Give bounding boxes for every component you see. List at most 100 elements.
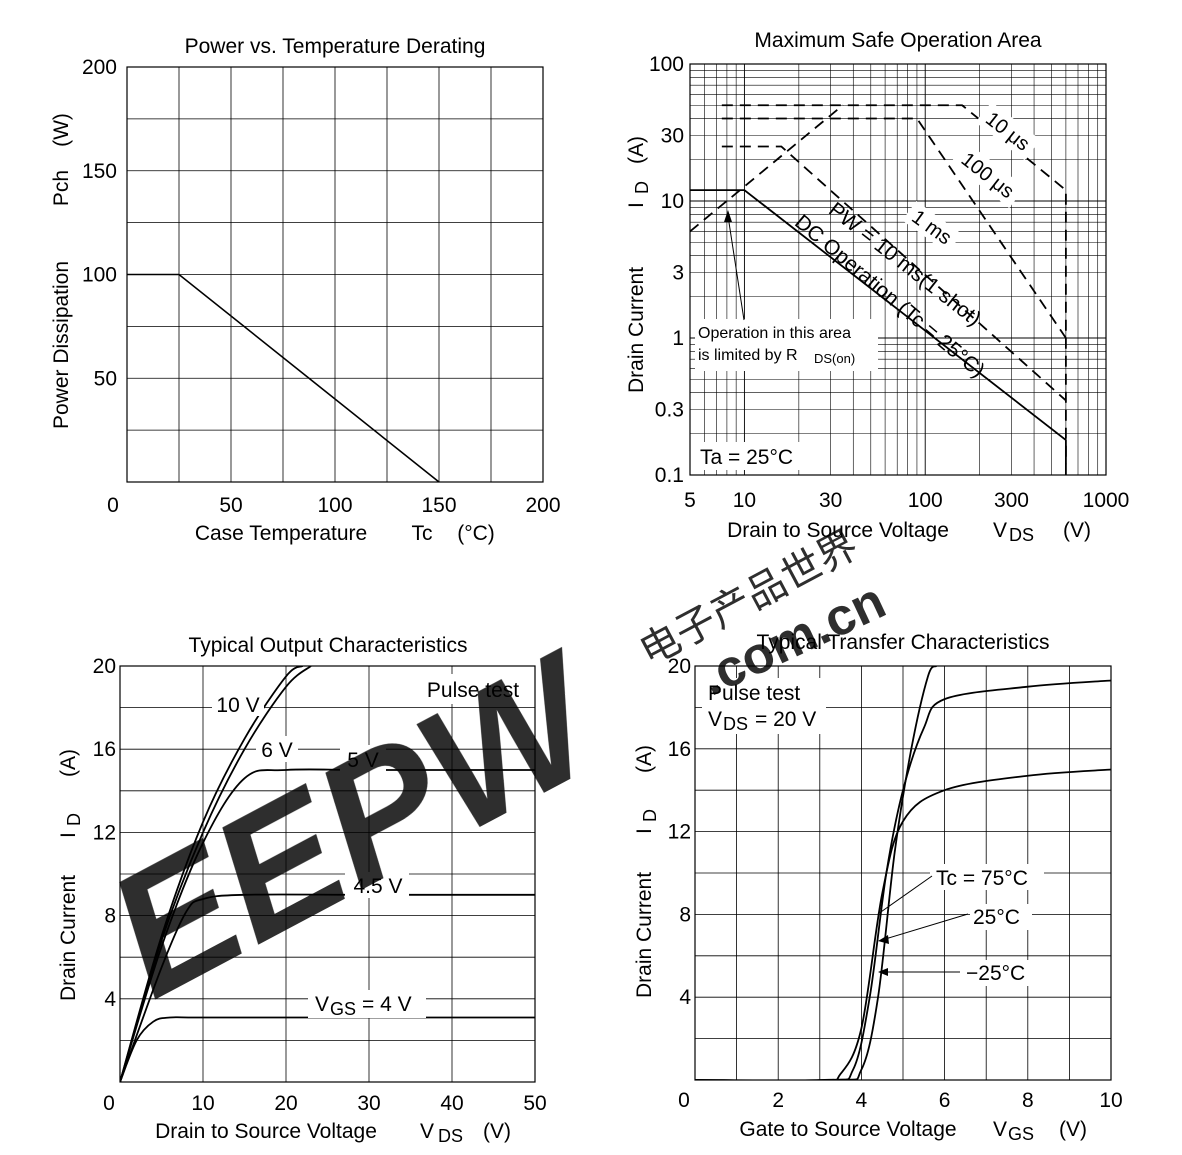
x-tick-label: 0 bbox=[107, 494, 119, 517]
transfer-curve bbox=[695, 666, 937, 1080]
y-axis-subscript: D bbox=[640, 809, 660, 822]
y-axis-unit: (A) bbox=[633, 745, 656, 773]
label-pointer bbox=[881, 913, 969, 941]
x-axis-label: Drain to Source Voltage bbox=[155, 1120, 377, 1143]
grid bbox=[695, 666, 1111, 1080]
y-axis-label: Drain Current bbox=[633, 872, 656, 998]
ta-label-bg bbox=[695, 442, 813, 470]
y-tick-label: 150 bbox=[82, 160, 117, 183]
pulse-test-note: Pulse test bbox=[427, 679, 519, 702]
x-tick-label: 1000 bbox=[1083, 489, 1130, 512]
curve-label-25c: 25°C bbox=[973, 906, 1020, 929]
y-axis-unit: (A) bbox=[625, 136, 648, 164]
y-axis-unit: (A) bbox=[57, 749, 80, 777]
ambient-temp-label: Ta = 25°C bbox=[700, 446, 793, 469]
chart-title: Typical Transfer Characteristics bbox=[757, 631, 1050, 654]
curve-label-75c: Tc = 75°C bbox=[936, 867, 1028, 890]
curve-label-vgs-symbol: V bbox=[315, 993, 329, 1016]
power-derating-chart: Power vs. Temperature Derating 0 50 100 150… bbox=[50, 35, 561, 545]
rds-note-line1: Operation in this area bbox=[698, 325, 851, 342]
x-tick-label: 30 bbox=[357, 1092, 380, 1115]
x-axis-symbol: V bbox=[993, 519, 1007, 542]
y-tick-label: 50 bbox=[94, 367, 117, 390]
y-tick-label: 10 bbox=[661, 190, 684, 213]
label-bg bbox=[902, 200, 962, 254]
y-axis-symbol: Pch bbox=[50, 170, 73, 206]
y-tick-label: 100 bbox=[82, 264, 117, 287]
y-tick-labels: 0.1 0.3 1 3 10 30 100 bbox=[649, 53, 684, 487]
vds-note-subscript: DS bbox=[723, 714, 748, 734]
label-bg bbox=[970, 904, 1032, 930]
x-tick-label: 100 bbox=[317, 494, 352, 517]
chart-title: Maximum Safe Operation Area bbox=[754, 29, 1041, 52]
soa-line bbox=[721, 145, 1067, 402]
label-bg bbox=[212, 690, 264, 716]
x-axis-symbol: V bbox=[420, 1120, 434, 1143]
y-tick-label: 20 bbox=[93, 655, 116, 678]
label-bg bbox=[256, 736, 298, 762]
rds-note-subscript: DS(on) bbox=[814, 351, 855, 366]
vds-note-symbol: V bbox=[708, 708, 722, 731]
log-grid bbox=[690, 64, 1106, 475]
y-axis-unit: (W) bbox=[50, 113, 73, 147]
curve-label-5v: 5 V bbox=[347, 749, 379, 772]
chart-title: Power vs. Temperature Derating bbox=[185, 35, 486, 58]
y-tick-label: 12 bbox=[93, 821, 116, 844]
y-tick-label: 3 bbox=[672, 262, 684, 285]
label-bg bbox=[345, 872, 409, 898]
y-tick-label: 4 bbox=[679, 986, 691, 1009]
curve-label-vgs-subscript: GS bbox=[330, 999, 356, 1019]
plot-frame bbox=[694, 665, 1112, 1081]
transfer-characteristics-chart: Typical Transfer Characteristics 0 2 4 6 8 10… bbox=[633, 631, 1123, 1144]
y-tick-labels: 4 8 12 16 20 bbox=[668, 655, 692, 1009]
x-tick-label: 40 bbox=[440, 1092, 463, 1115]
y-tick-label: 12 bbox=[668, 821, 691, 844]
rds-note-bg bbox=[695, 319, 878, 371]
curve-label-4-5v: 4.5 V bbox=[353, 875, 402, 898]
x-axis-symbol: V bbox=[993, 1118, 1007, 1141]
grid bbox=[127, 67, 543, 482]
y-axis-subscript: D bbox=[64, 813, 84, 826]
x-tick-label: 10 bbox=[191, 1092, 214, 1115]
y-axis-symbol: I bbox=[633, 828, 656, 834]
y-tick-label: 20 bbox=[668, 655, 691, 678]
arrowhead-icon bbox=[878, 935, 889, 944]
x-tick-label: 50 bbox=[219, 494, 242, 517]
x-tick-label: 8 bbox=[1022, 1089, 1034, 1112]
y-axis-label: Drain Current bbox=[57, 875, 80, 1001]
x-tick-label: 20 bbox=[274, 1092, 297, 1115]
plot-frame bbox=[689, 63, 1107, 476]
label-bg bbox=[340, 745, 386, 771]
y-axis-symbol: I bbox=[625, 202, 648, 208]
plot-frame bbox=[119, 665, 536, 1083]
y-tick-label: 16 bbox=[93, 738, 116, 761]
y-tick-labels: 50 100 150 200 bbox=[82, 56, 117, 390]
curve-label-6v: 6 V bbox=[261, 739, 293, 762]
soa-line bbox=[690, 189, 1067, 465]
note-bg bbox=[702, 678, 826, 734]
y-tick-label: 8 bbox=[679, 903, 691, 926]
soa-line bbox=[689, 104, 844, 233]
pulse-test-note: Pulse test bbox=[708, 682, 800, 705]
label-bg bbox=[930, 864, 1044, 890]
label-pointer bbox=[877, 875, 933, 915]
y-tick-label: 30 bbox=[661, 125, 684, 148]
y-tick-label: 16 bbox=[668, 738, 691, 761]
x-tick-label: 4 bbox=[856, 1089, 868, 1112]
arrowhead-icon bbox=[878, 968, 888, 976]
x-tick-label: 10 bbox=[1099, 1089, 1122, 1112]
x-tick-labels: 0 10 20 30 40 50 bbox=[103, 1092, 547, 1115]
output-characteristics-chart: Typical Output Characteristics 0 10 20 30 40… bbox=[57, 634, 547, 1146]
x-tick-label: 0 bbox=[678, 1089, 690, 1112]
x-tick-label: 2 bbox=[772, 1089, 784, 1112]
x-axis-unit: (V) bbox=[1063, 519, 1091, 542]
x-axis-subscript: DS bbox=[1009, 525, 1034, 545]
chart-title: Typical Output Characteristics bbox=[189, 634, 468, 657]
y-tick-labels: 4 8 12 16 20 bbox=[93, 655, 117, 1011]
curve-label-4v: = 4 V bbox=[362, 993, 412, 1016]
rds-note-line2: is limited by R bbox=[698, 347, 798, 364]
x-tick-labels: 0 50 100 150 200 bbox=[107, 494, 560, 517]
derating-curve bbox=[127, 273, 440, 483]
x-tick-label: 0 bbox=[103, 1092, 115, 1115]
